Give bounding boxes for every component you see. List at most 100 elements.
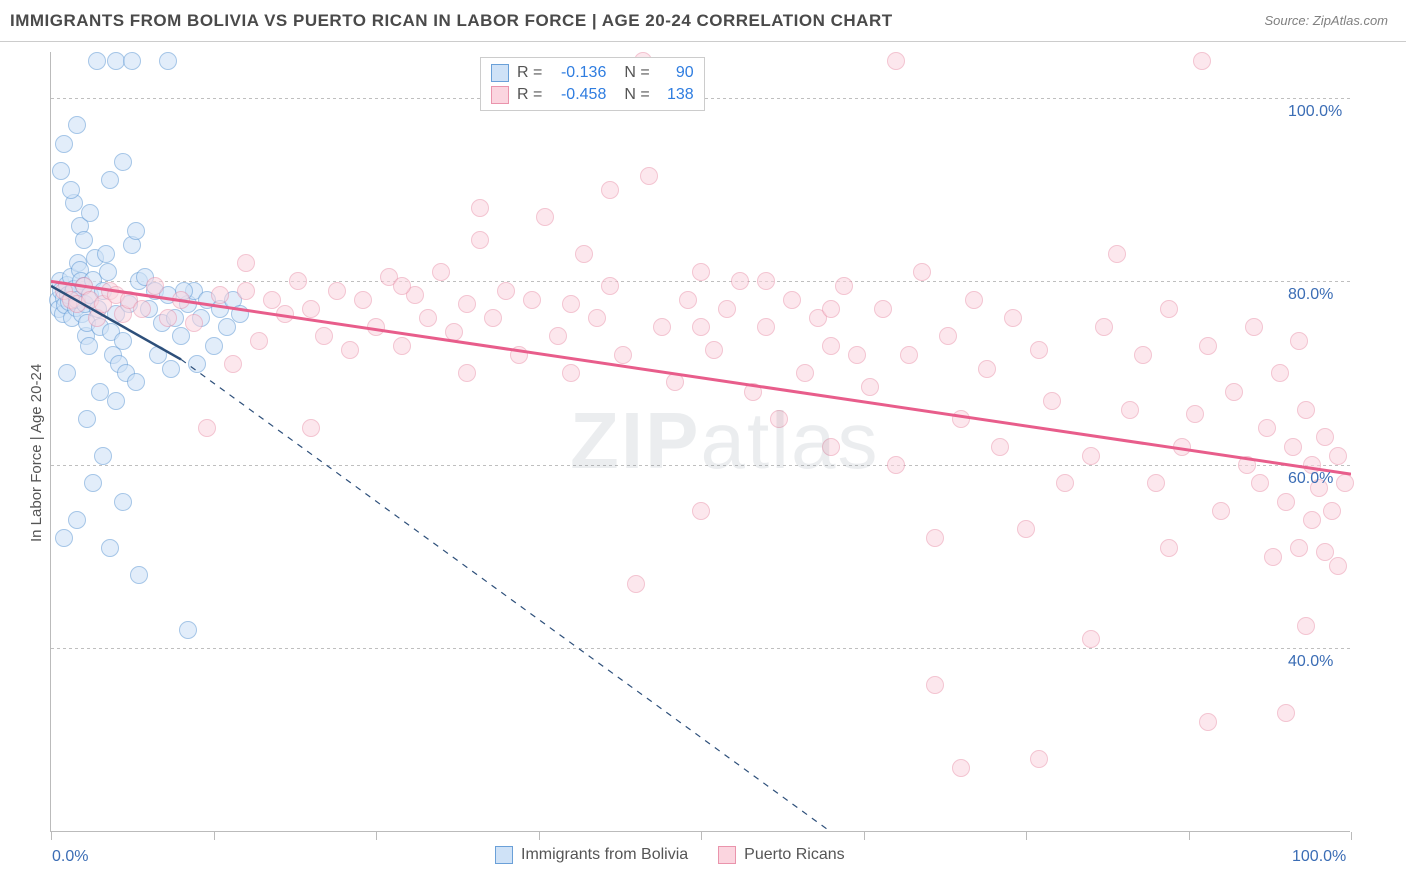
data-point-puerto_rican xyxy=(172,291,190,309)
data-point-puerto_rican xyxy=(1160,300,1178,318)
data-point-puerto_rican xyxy=(705,341,723,359)
data-point-bolivia xyxy=(52,162,70,180)
data-point-puerto_rican xyxy=(211,286,229,304)
data-point-puerto_rican xyxy=(1147,474,1165,492)
data-point-puerto_rican xyxy=(783,291,801,309)
data-point-puerto_rican xyxy=(1297,401,1315,419)
data-point-puerto_rican xyxy=(627,575,645,593)
chart-title: IMMIGRANTS FROM BOLIVIA VS PUERTO RICAN … xyxy=(10,11,893,31)
data-point-puerto_rican xyxy=(1043,392,1061,410)
data-point-puerto_rican xyxy=(1199,337,1217,355)
data-point-bolivia xyxy=(127,373,145,391)
data-point-puerto_rican xyxy=(1290,539,1308,557)
data-point-puerto_rican xyxy=(1199,713,1217,731)
data-point-puerto_rican xyxy=(1082,447,1100,465)
grid-line-h xyxy=(51,648,1350,649)
y-tick-label: 100.0% xyxy=(1288,103,1342,121)
data-point-puerto_rican xyxy=(328,282,346,300)
data-point-puerto_rican xyxy=(133,300,151,318)
data-point-puerto_rican xyxy=(1186,405,1204,423)
x-tick xyxy=(214,832,215,840)
data-point-puerto_rican xyxy=(302,300,320,318)
x-tick xyxy=(1189,832,1190,840)
data-point-puerto_rican xyxy=(653,318,671,336)
data-point-puerto_rican xyxy=(575,245,593,263)
y-tick-label: 80.0% xyxy=(1288,286,1333,304)
data-point-puerto_rican xyxy=(1095,318,1113,336)
data-point-puerto_rican xyxy=(1121,401,1139,419)
x-tick xyxy=(376,832,377,840)
data-point-puerto_rican xyxy=(757,272,775,290)
data-point-bolivia xyxy=(94,447,112,465)
data-point-bolivia xyxy=(75,231,93,249)
data-point-puerto_rican xyxy=(224,355,242,373)
data-point-puerto_rican xyxy=(198,419,216,437)
data-point-bolivia xyxy=(231,305,249,323)
data-point-bolivia xyxy=(97,245,115,263)
legend-n-label: N = xyxy=(624,62,649,84)
legend-r-label: R = xyxy=(517,84,542,106)
data-point-bolivia xyxy=(107,392,125,410)
data-point-puerto_rican xyxy=(952,410,970,428)
x-tick xyxy=(1026,832,1027,840)
x-tick xyxy=(864,832,865,840)
data-point-bolivia xyxy=(123,52,141,70)
data-point-puerto_rican xyxy=(367,318,385,336)
data-point-puerto_rican xyxy=(1251,474,1269,492)
legend-swatch xyxy=(718,846,736,864)
data-point-puerto_rican xyxy=(588,309,606,327)
legend-r-value: -0.458 xyxy=(550,84,606,106)
data-point-puerto_rican xyxy=(1225,383,1243,401)
correlation-legend-row-bolivia: R =-0.136N =90 xyxy=(491,62,694,84)
series-legend-item-bolivia: Immigrants from Bolivia xyxy=(495,846,688,864)
data-point-puerto_rican xyxy=(276,305,294,323)
data-point-puerto_rican xyxy=(471,199,489,217)
data-point-puerto_rican xyxy=(250,332,268,350)
data-point-puerto_rican xyxy=(822,300,840,318)
legend-n-value: 90 xyxy=(658,62,694,84)
data-point-puerto_rican xyxy=(744,383,762,401)
data-point-puerto_rican xyxy=(1082,630,1100,648)
data-point-puerto_rican xyxy=(692,502,710,520)
data-point-puerto_rican xyxy=(926,529,944,547)
data-point-puerto_rican xyxy=(458,364,476,382)
data-point-puerto_rican xyxy=(874,300,892,318)
legend-r-label: R = xyxy=(517,62,542,84)
correlation-legend: R =-0.136N =90R =-0.458N =138 xyxy=(480,57,705,111)
data-point-puerto_rican xyxy=(1303,511,1321,529)
data-point-puerto_rican xyxy=(562,364,580,382)
data-point-puerto_rican xyxy=(666,373,684,391)
data-point-bolivia xyxy=(81,204,99,222)
data-point-bolivia xyxy=(68,116,86,134)
legend-n-label: N = xyxy=(624,84,649,106)
data-point-puerto_rican xyxy=(419,309,437,327)
data-point-puerto_rican xyxy=(991,438,1009,456)
x-tick xyxy=(539,832,540,840)
data-point-puerto_rican xyxy=(1030,341,1048,359)
data-point-bolivia xyxy=(80,337,98,355)
data-point-puerto_rican xyxy=(1056,474,1074,492)
data-point-puerto_rican xyxy=(471,231,489,249)
data-point-puerto_rican xyxy=(1173,438,1191,456)
data-point-puerto_rican xyxy=(757,318,775,336)
data-point-bolivia xyxy=(101,171,119,189)
data-point-puerto_rican xyxy=(1238,456,1256,474)
data-point-bolivia xyxy=(188,355,206,373)
data-point-puerto_rican xyxy=(926,676,944,694)
data-point-puerto_rican xyxy=(679,291,697,309)
data-point-puerto_rican xyxy=(1193,52,1211,70)
data-point-puerto_rican xyxy=(497,282,515,300)
data-point-puerto_rican xyxy=(393,337,411,355)
series-legend-label: Puerto Ricans xyxy=(744,846,845,864)
data-point-puerto_rican xyxy=(1290,332,1308,350)
data-point-puerto_rican xyxy=(549,327,567,345)
y-axis-label: In Labor Force | Age 20-24 xyxy=(28,364,45,542)
data-point-puerto_rican xyxy=(822,337,840,355)
data-point-bolivia xyxy=(205,337,223,355)
data-point-puerto_rican xyxy=(1284,438,1302,456)
grid-line-h xyxy=(51,465,1350,466)
data-point-puerto_rican xyxy=(796,364,814,382)
legend-swatch xyxy=(491,64,509,82)
data-point-puerto_rican xyxy=(822,438,840,456)
data-point-puerto_rican xyxy=(1271,364,1289,382)
